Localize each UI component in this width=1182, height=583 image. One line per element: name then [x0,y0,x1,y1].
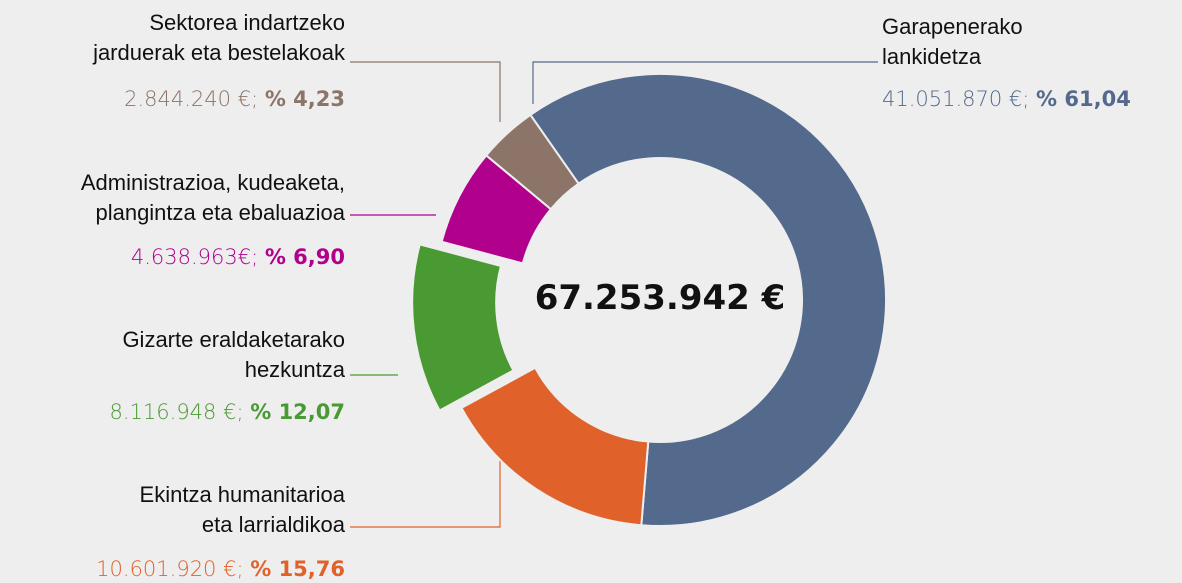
amount-text: 41.051.870 €; [882,87,1030,111]
value-label: % 12,07 [250,400,345,424]
amount-label: 2.844.240 €; % 4,23 [124,85,345,113]
leader-line [350,61,501,122]
leader-line [532,61,878,104]
amount-text: 10.601.920 €; [96,557,244,581]
value-label: % 4,23 [264,87,345,111]
slice [528,73,887,527]
category-label: Gizarte eraldaketarako hezkuntza [122,327,345,382]
slice [484,113,580,211]
amount-label: 10.601.920 €; % 15,76 [96,555,345,583]
amount-label: 4.638.963€; % 6,90 [131,243,345,271]
amount-text: 4.638.963€; [130,245,259,269]
category-label: Administrazioa, kudeaketa, plangintza et… [80,170,345,225]
category-label: Ekintza humanitarioa eta larrialdikoa [139,482,345,537]
amount-label: 8.116.948 €; % 12,07 [110,398,345,426]
amount-label: 41.051.870 €; % 61,04 [882,85,1131,113]
value-label: % 6,90 [264,245,345,269]
total: 67.253.942 € [534,278,786,318]
slice [411,243,515,412]
category-label: Garapenerako lankidetza [882,14,1023,69]
value-label: % 61,04 [1036,87,1131,111]
amount-text: 2.844.240 €; [124,87,259,111]
category-label: Sektorea indartzeko jarduerak eta bestel… [93,10,345,65]
leader-lines [350,61,878,528]
value-label: % 15,76 [250,557,345,581]
leader-line [350,432,501,528]
amount-text: 8.116.948 €; [109,400,244,424]
slice [460,366,650,527]
